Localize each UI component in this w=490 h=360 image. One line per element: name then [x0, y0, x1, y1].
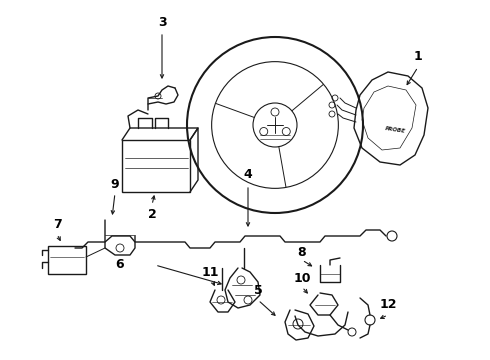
Text: 2: 2	[147, 207, 156, 220]
Text: 9: 9	[111, 179, 119, 192]
Text: 3: 3	[158, 15, 166, 28]
Text: 4: 4	[244, 168, 252, 181]
Text: 11: 11	[201, 266, 219, 279]
Text: PROBE: PROBE	[384, 126, 406, 134]
Text: 6: 6	[116, 258, 124, 271]
Text: 12: 12	[379, 298, 397, 311]
Text: 10: 10	[293, 271, 311, 284]
Text: 5: 5	[254, 284, 262, 297]
Text: 1: 1	[414, 50, 422, 63]
Text: 8: 8	[298, 246, 306, 258]
Text: 7: 7	[52, 219, 61, 231]
